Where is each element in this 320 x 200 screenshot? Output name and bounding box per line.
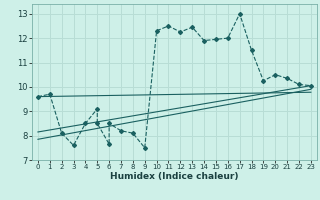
- X-axis label: Humidex (Indice chaleur): Humidex (Indice chaleur): [110, 172, 239, 181]
